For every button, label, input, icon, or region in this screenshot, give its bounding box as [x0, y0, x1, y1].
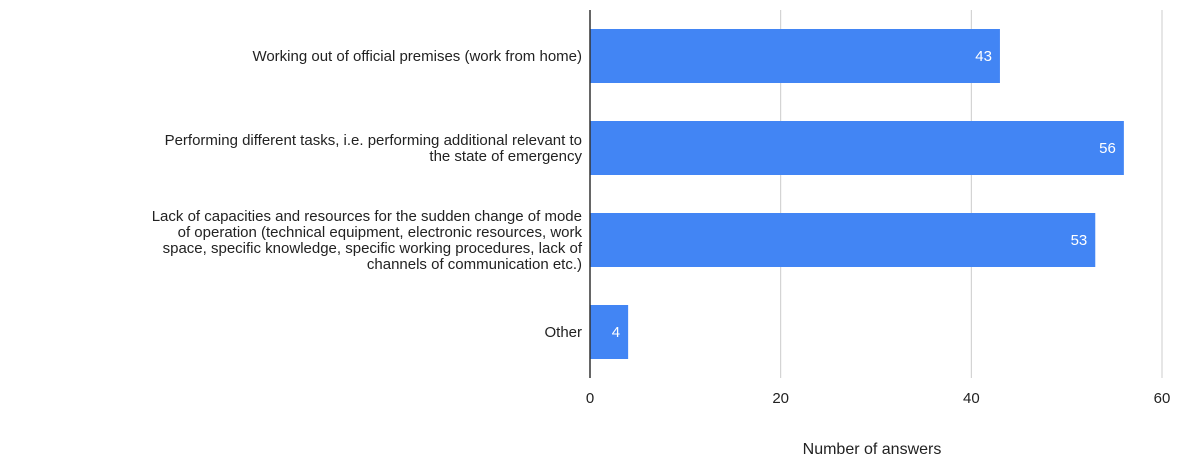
category-label-2-line-2: space, specific knowledge, specific work…: [163, 240, 583, 257]
category-label-1-line-0: Performing different tasks, i.e. perform…: [165, 132, 582, 149]
category-labels: Working out of official premises (work f…: [152, 48, 583, 341]
x-tick-label-60: 60: [1154, 390, 1171, 407]
bar-value-label-2: 53: [1071, 232, 1088, 249]
category-label-2-line-1: of operation (technical equipment, elect…: [178, 224, 583, 241]
category-label-0-line-0: Working out of official premises (work f…: [252, 48, 582, 65]
bar-1: [590, 121, 1124, 175]
bar-value-label-1: 56: [1099, 140, 1116, 157]
bar-3: [590, 305, 629, 359]
bar-2: [590, 213, 1096, 267]
category-label-1-line-1: the state of emergency: [429, 148, 582, 165]
category-label-2-line-3: channels of communication etc.): [367, 256, 582, 273]
x-tick-label-40: 40: [963, 390, 980, 407]
x-tick-label-20: 20: [772, 390, 789, 407]
x-axis-title: Number of answers: [803, 441, 942, 458]
bars: 43 56 53 4: [590, 29, 1124, 359]
category-label-3-line-0: Other: [544, 324, 582, 341]
category-label-2-line-0: Lack of capacities and resources for the…: [152, 208, 582, 225]
bar-value-label-3: 4: [612, 324, 620, 341]
x-tick-label-0: 0: [586, 390, 594, 407]
bar-value-label-0: 43: [975, 48, 992, 65]
bar-0: [590, 29, 1000, 83]
x-axis-ticks: 0 20 40 60: [586, 390, 1171, 407]
